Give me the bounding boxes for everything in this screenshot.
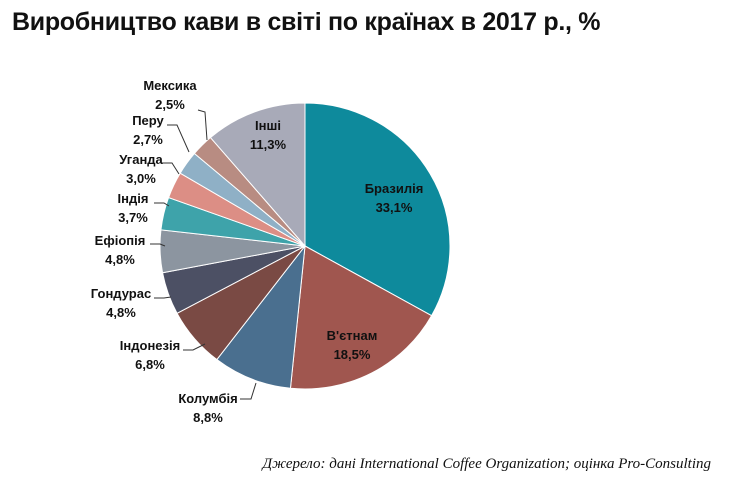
leader-line xyxy=(154,296,172,299)
slice-label: Перу xyxy=(132,113,164,128)
chart-title: Виробництво кави в світі по країнах в 20… xyxy=(12,8,601,36)
leader-line xyxy=(240,382,257,400)
leader-line xyxy=(197,109,208,141)
slice-label: Колумбія xyxy=(178,391,237,406)
slice-value-label: 18,5% xyxy=(334,347,371,362)
slice-value-label: 6,8% xyxy=(135,357,165,372)
slice-label: Мексика xyxy=(143,78,197,93)
slice-label: Гондурас xyxy=(91,286,151,301)
slice-value-label: 2,5% xyxy=(155,97,185,112)
pie-slice xyxy=(209,102,306,248)
slice-label: Уганда xyxy=(119,152,163,167)
slice-value-label: 4,8% xyxy=(106,305,136,320)
slice-value-label: 33,1% xyxy=(376,200,413,215)
slice-label: Бразилія xyxy=(365,181,424,196)
pie-slice xyxy=(304,102,451,317)
slice-label: Індонезія xyxy=(120,338,180,353)
leader-line xyxy=(162,162,180,175)
slice-value-label: 3,0% xyxy=(126,171,156,186)
leader-line xyxy=(154,202,170,207)
slice-value-label: 3,7% xyxy=(118,210,148,225)
leader-line xyxy=(183,343,206,351)
source-note: Джерело: дані International Coffee Organ… xyxy=(262,456,711,472)
slice-label: В'єтнам xyxy=(327,328,378,343)
leader-line xyxy=(167,124,190,153)
leader-line xyxy=(150,243,166,247)
pie-slice xyxy=(289,245,433,390)
slice-value-label: 8,8% xyxy=(193,410,223,425)
slice-label: Інші xyxy=(255,118,281,133)
slice-label: Індія xyxy=(118,191,149,206)
slice-value-label: 2,7% xyxy=(133,132,163,147)
slice-value-label: 4,8% xyxy=(105,252,135,267)
slice-value-label: 11,3% xyxy=(250,137,287,152)
slice-label: Ефіопія xyxy=(95,233,146,248)
